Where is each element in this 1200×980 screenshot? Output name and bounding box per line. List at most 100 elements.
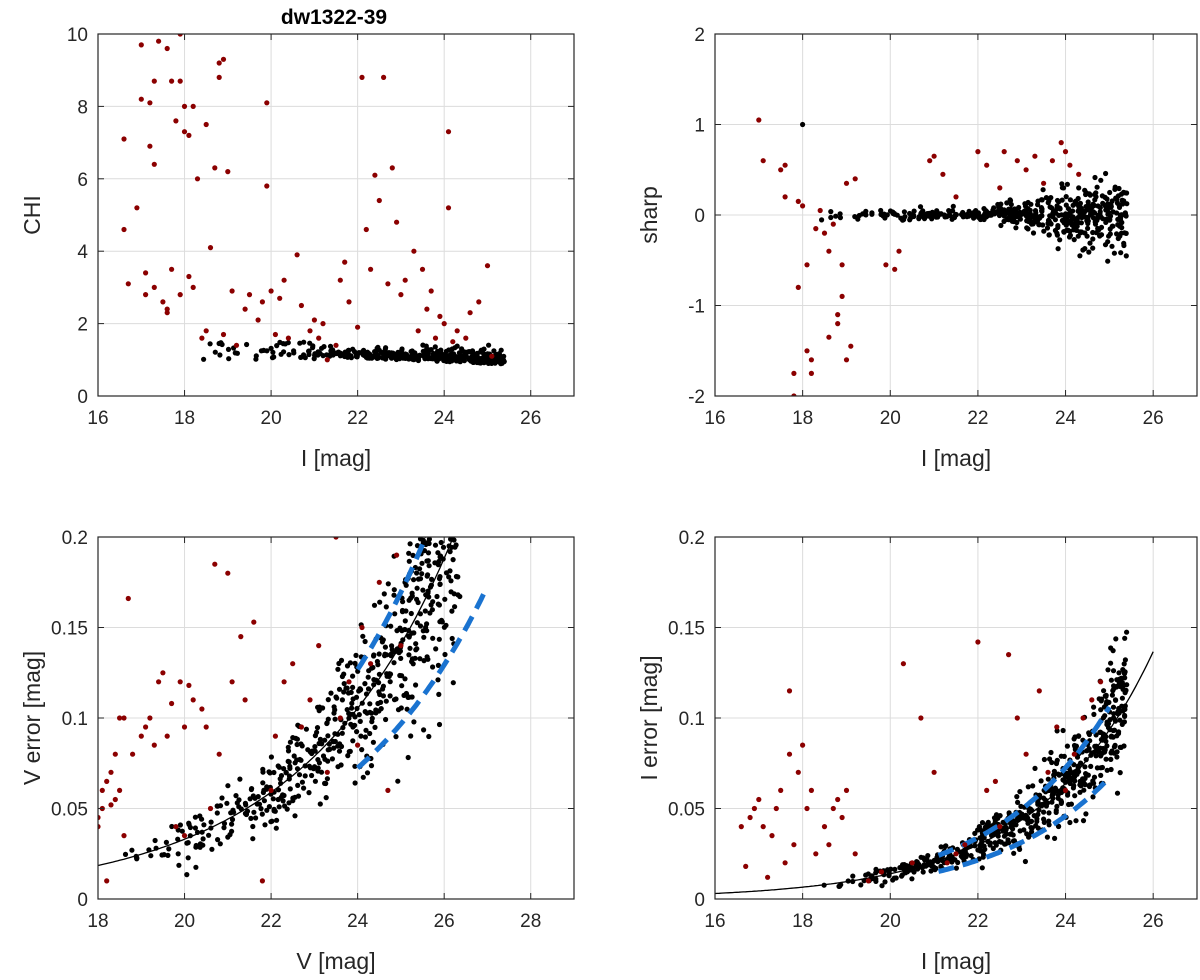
rejected-point: [285, 335, 291, 341]
accepted-point: [943, 213, 949, 220]
accepted-point: [404, 706, 410, 712]
accepted-point: [911, 869, 917, 875]
accepted-point: [898, 215, 904, 221]
accepted-point: [1117, 770, 1123, 776]
accepted-point: [1111, 250, 1117, 256]
x-tick-label: 24: [1055, 911, 1077, 932]
accepted-point: [995, 815, 1001, 821]
accepted-point: [1064, 743, 1070, 749]
accepted-point: [450, 502, 455, 507]
accepted-point: [450, 484, 455, 489]
accepted-point: [407, 645, 413, 651]
accepted-point: [366, 668, 372, 674]
accepted-point: [450, 477, 455, 482]
rejected-point: [1001, 149, 1007, 155]
rejected-point: [160, 299, 166, 305]
accepted-point: [440, 354, 446, 360]
x-axis-label: I [mag]: [921, 948, 991, 974]
accepted-point: [477, 357, 483, 363]
accepted-point: [1122, 657, 1128, 663]
y-tick-label: 0: [694, 206, 705, 227]
rejected-point: [830, 221, 836, 227]
rejected-point: [186, 273, 192, 280]
rejected-point: [156, 38, 162, 44]
rejected-point: [242, 306, 248, 312]
accepted-point: [1055, 771, 1061, 777]
accepted-point: [1122, 712, 1128, 719]
accepted-point: [161, 852, 167, 858]
accepted-point: [233, 793, 239, 799]
accepted-point: [1045, 220, 1051, 226]
accepted-point: [316, 708, 322, 714]
accepted-point: [367, 730, 373, 737]
accepted-point: [336, 748, 343, 754]
accepted-point: [1077, 200, 1083, 206]
accepted-point: [435, 677, 441, 683]
accepted-point: [387, 693, 393, 699]
accepted-point: [291, 753, 297, 759]
rejected-point: [1045, 769, 1051, 775]
rejected-point: [259, 878, 265, 884]
accepted-point: [430, 350, 437, 357]
accepted-point: [1031, 213, 1037, 219]
accepted-point: [385, 581, 391, 587]
accepted-point: [328, 690, 334, 696]
accepted-point: [1116, 705, 1122, 712]
rejected-point: [997, 185, 1003, 191]
rejected-point: [368, 266, 374, 272]
rejected-point: [333, 342, 339, 348]
accepted-point: [1081, 787, 1087, 793]
accepted-point: [338, 762, 344, 768]
rejected-point: [220, 331, 227, 338]
rejected-point: [1071, 751, 1077, 757]
accepted-point: [1032, 765, 1038, 772]
rejected-point: [190, 284, 196, 290]
accepted-point: [1055, 792, 1061, 798]
accepted-point: [1045, 776, 1051, 782]
accepted-point: [436, 691, 442, 698]
accepted-point: [382, 644, 388, 650]
accepted-point: [333, 350, 339, 357]
accepted-point: [364, 710, 370, 716]
accepted-point: [199, 816, 205, 822]
rejected-point: [186, 682, 192, 689]
accepted-point: [426, 537, 432, 542]
accepted-point: [1091, 210, 1098, 216]
accepted-point: [420, 628, 426, 634]
accepted-point: [247, 796, 253, 802]
rejected-point: [272, 733, 278, 739]
figure-title: dw1322-39: [281, 6, 387, 29]
accepted-point: [387, 679, 393, 685]
accepted-point: [319, 741, 325, 747]
rejected-point: [143, 724, 149, 730]
accepted-point: [902, 214, 908, 220]
accepted-point: [1056, 212, 1062, 218]
accepted-point: [426, 540, 432, 547]
rejected-point: [181, 129, 188, 135]
accepted-point: [312, 744, 318, 750]
accepted-point: [267, 770, 273, 776]
accepted-point: [329, 756, 335, 762]
accepted-point: [1071, 215, 1077, 221]
accepted-point: [929, 216, 935, 222]
accepted-point: [1103, 219, 1109, 225]
accepted-point: [1073, 818, 1079, 824]
y-tick-label: 0.1: [62, 709, 88, 730]
accepted-point: [436, 356, 442, 362]
rejected-point: [835, 321, 841, 327]
accepted-point: [415, 599, 421, 606]
accepted-point: [352, 660, 358, 666]
accepted-point: [1058, 753, 1064, 759]
accepted-point: [800, 121, 806, 128]
accepted-point: [401, 692, 407, 699]
accepted-point: [1119, 695, 1125, 701]
accepted-point: [237, 776, 243, 782]
accepted-point: [446, 574, 452, 580]
rejected-point: [98, 814, 101, 821]
accepted-point: [446, 481, 451, 486]
accepted-point: [403, 608, 409, 614]
rejected-point: [760, 824, 766, 830]
accepted-point: [1054, 757, 1060, 763]
accepted-point: [212, 349, 218, 355]
accepted-point: [413, 682, 419, 688]
